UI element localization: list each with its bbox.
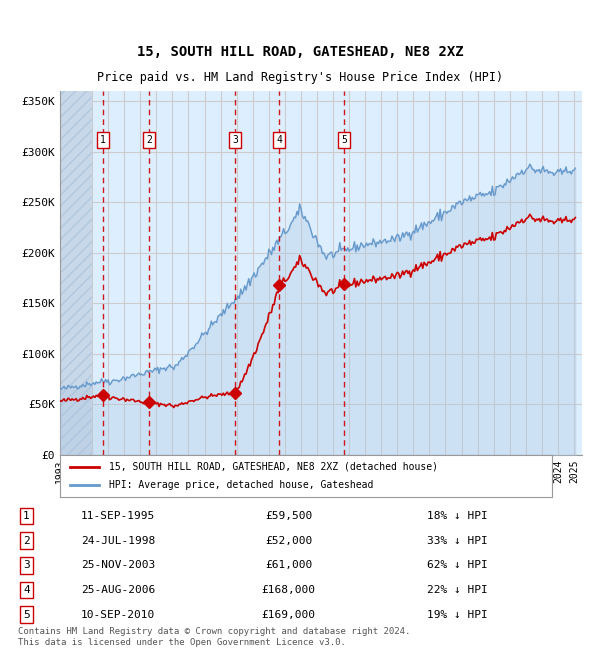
Text: £168,000: £168,000 [262,585,316,595]
Text: 4: 4 [23,585,30,595]
Text: Contains HM Land Registry data © Crown copyright and database right 2024.
This d: Contains HM Land Registry data © Crown c… [18,627,410,647]
Text: HPI: Average price, detached house, Gateshead: HPI: Average price, detached house, Gate… [109,480,374,490]
Text: 4: 4 [277,135,282,145]
Text: 25-NOV-2003: 25-NOV-2003 [81,560,155,571]
Text: 10-SEP-2010: 10-SEP-2010 [81,610,155,619]
Text: 19% ↓ HPI: 19% ↓ HPI [427,610,487,619]
Text: 62% ↓ HPI: 62% ↓ HPI [427,560,487,571]
Text: Price paid vs. HM Land Registry's House Price Index (HPI): Price paid vs. HM Land Registry's House … [97,72,503,84]
Text: 24-JUL-1998: 24-JUL-1998 [81,536,155,546]
Text: 5: 5 [341,135,347,145]
Text: 1: 1 [23,511,30,521]
Text: 11-SEP-1995: 11-SEP-1995 [81,511,155,521]
Text: 33% ↓ HPI: 33% ↓ HPI [427,536,487,546]
Text: 25-AUG-2006: 25-AUG-2006 [81,585,155,595]
Text: 2: 2 [146,135,152,145]
Text: 2: 2 [23,536,30,546]
Text: £59,500: £59,500 [265,511,312,521]
Text: 15, SOUTH HILL ROAD, GATESHEAD, NE8 2XZ (detached house): 15, SOUTH HILL ROAD, GATESHEAD, NE8 2XZ … [109,462,438,472]
Text: £61,000: £61,000 [265,560,312,571]
Text: 3: 3 [232,135,238,145]
Text: 15, SOUTH HILL ROAD, GATESHEAD, NE8 2XZ: 15, SOUTH HILL ROAD, GATESHEAD, NE8 2XZ [137,45,463,59]
Text: 22% ↓ HPI: 22% ↓ HPI [427,585,487,595]
Text: 3: 3 [23,560,30,571]
Text: 1: 1 [100,135,106,145]
Bar [60,91,92,455]
Text: 18% ↓ HPI: 18% ↓ HPI [427,511,487,521]
Text: £52,000: £52,000 [265,536,312,546]
Text: 5: 5 [23,610,30,619]
Text: £169,000: £169,000 [262,610,316,619]
